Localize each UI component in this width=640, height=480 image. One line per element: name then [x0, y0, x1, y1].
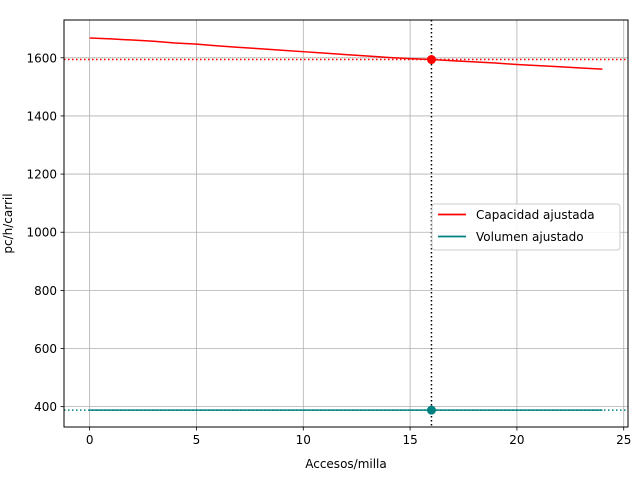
- x-tick-label: 5: [193, 433, 201, 447]
- x-tick-label: 10: [296, 433, 311, 447]
- series-lines: [89, 37, 603, 411]
- y-tick-label: 800: [34, 284, 57, 298]
- x-axis-label: Accesos/milla: [305, 457, 387, 471]
- y-axis-label: pc/h/carril: [1, 193, 15, 253]
- y-tick-label: 1600: [26, 51, 57, 65]
- legend-box: [431, 203, 621, 251]
- x-tick-label: 0: [86, 433, 94, 447]
- x-tick-label: 25: [616, 433, 631, 447]
- legend-label-1: Volumen ajustado: [476, 230, 584, 244]
- markers: [426, 55, 436, 415]
- y-tick-label: 1200: [26, 168, 57, 182]
- legend: Capacidad ajustada Volumen ajustado: [431, 203, 621, 251]
- y-tick-label: 600: [34, 342, 57, 356]
- y-tick-label: 400: [34, 400, 57, 414]
- marker-0: [426, 55, 436, 65]
- plot-frame: [63, 19, 629, 428]
- x-tick-label: 20: [509, 433, 524, 447]
- ticks: 0 5 10 15 20 25 400 600 800 1000 1200 1400 1600: [26, 51, 631, 447]
- series-line-0: [89, 37, 603, 70]
- marker-1: [426, 405, 436, 415]
- x-tick-label: 15: [402, 433, 417, 447]
- y-tick-label: 1000: [26, 226, 57, 240]
- legend-label-0: Capacidad ajustada: [476, 208, 595, 222]
- y-tick-label: 1400: [26, 109, 57, 123]
